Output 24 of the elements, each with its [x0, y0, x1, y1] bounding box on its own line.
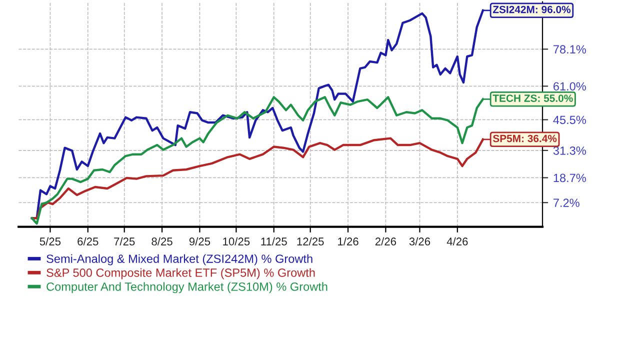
y-tick-label: 7.2% [554, 198, 580, 207]
x-tick-label: 11/25 [261, 237, 287, 246]
x-tick-label: 1/26 [338, 237, 358, 246]
y-tick-label: 78.1% [554, 45, 586, 54]
x-tick-label: 6/25 [78, 237, 98, 246]
y-tick-label: 31.3% [553, 146, 586, 155]
x-tick-label: 4/26 [446, 237, 468, 246]
x-tick-label: 7/25 [114, 237, 135, 246]
y-tick-label: 61.0% [554, 82, 586, 91]
y-tick-label: 18.7% [554, 174, 586, 182]
legend-label: S&P 500 Composite Market ETF (SP5M) % Growth [46, 268, 315, 280]
annotation: SP5M: 36.4% [492, 134, 557, 142]
x-tick-label: 9/25 [189, 237, 210, 246]
x-tick-label: 3/26 [409, 237, 430, 246]
legend-label: Semi-Analog & Mixed Market (ZSI242M) % Growth [46, 254, 312, 266]
y-tick-label: 45.5% [553, 116, 586, 124]
x-tick-label: 2/26 [375, 237, 396, 246]
x-tick-label: 10/25 [223, 237, 250, 246]
x-tick-label: 8/25 [152, 237, 172, 246]
x-tick-label: 5/25 [40, 237, 61, 246]
annotation: ZSI242M: 96.0% [492, 6, 571, 14]
legend-label: Computer And Technology Market (ZS10M) % Growth [46, 282, 328, 294]
annotation: TECH ZS: 55.0% [492, 94, 573, 102]
x-tick-label: 12/25 [297, 237, 324, 246]
